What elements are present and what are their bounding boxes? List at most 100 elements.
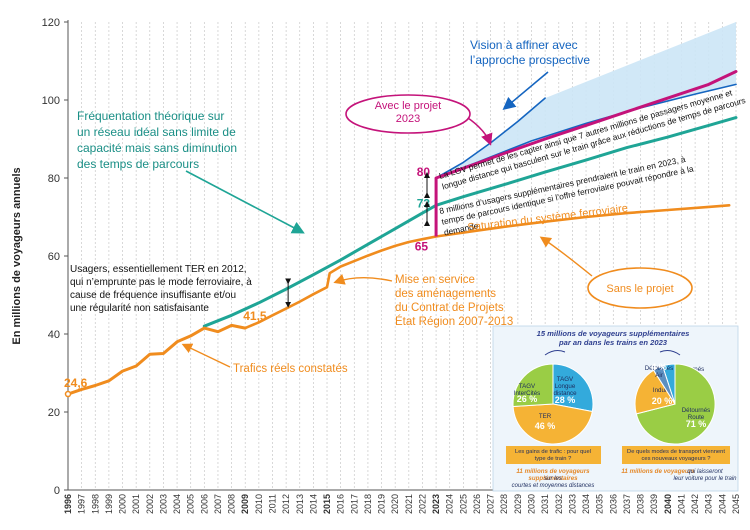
pie-right-question: De quels modes de transport viennent ces …	[627, 449, 725, 462]
x-tick-label: 2023	[431, 494, 441, 514]
y-tick-label: 100	[42, 95, 60, 107]
x-tick-label: 2014	[308, 494, 318, 514]
pie-left-slice-value: 26 %	[517, 394, 538, 404]
trafics-reels-arrow	[181, 343, 231, 368]
annotation-usagers-ter: Usagers, essentiellement TER en 2012, qui…	[70, 264, 252, 314]
x-tick-label: 1998	[90, 494, 100, 514]
x-tick-label: 2002	[145, 494, 155, 514]
x-tick-label: 2020	[390, 494, 400, 514]
x-tick-label: 2030	[527, 494, 537, 514]
pie-right-caption-rest: qui laisseront leur voiture pour le train	[673, 469, 737, 482]
x-tick-label: 2013	[295, 494, 305, 514]
x-tick-label: 2025	[458, 494, 468, 514]
x-tick-label: 2024	[445, 494, 455, 514]
x-tick-label: 2018	[363, 494, 373, 514]
point-label: 65	[415, 240, 429, 254]
inset-connector-left	[544, 350, 566, 356]
x-tick-label: 2041	[676, 494, 686, 514]
x-tick-label: 2007	[213, 494, 223, 514]
avec-projet-arrow	[467, 117, 493, 146]
series-avec-projet	[434, 70, 738, 180]
mise-en-service-arrow	[333, 274, 393, 285]
prospective-area-layer	[436, 22, 736, 178]
point-label: 41,5	[243, 309, 267, 323]
x-tick-label: 2001	[131, 494, 141, 514]
pie-right-slice	[652, 365, 676, 405]
prospective-area	[436, 22, 736, 178]
pie-left-slice-label: TER	[539, 413, 552, 420]
x-tick-label: 2009	[240, 494, 250, 514]
pie-left-slice	[512, 403, 593, 445]
x-tick-label: 2022	[417, 494, 427, 514]
x-tick-label: 2012	[281, 494, 291, 514]
x-tick-label: 2006	[199, 494, 209, 514]
annotation-vision: Vision à affiner avec l’approche prospect…	[470, 38, 590, 67]
x-tick-label: 1997	[77, 494, 87, 514]
inset-title: 15 millions de voyageurs supplémentaires…	[537, 329, 690, 347]
annotation-sans-projet: Sans le projet	[606, 283, 673, 295]
inset-layer: 15 millions de voyageurs supplémentaires…	[492, 325, 739, 492]
x-tick-label: 2036	[608, 494, 618, 514]
x-tick-label: 2019	[377, 494, 387, 514]
pie-right-slice-value: 20 %	[652, 396, 673, 406]
start-point	[64, 390, 72, 398]
pie-right-slice	[634, 369, 676, 415]
sans-projet-bubble	[587, 267, 693, 309]
x-tick-label: 2040	[663, 494, 673, 514]
pie-right-slice	[635, 363, 716, 445]
pie-left-slice	[552, 363, 594, 413]
pie-right-slice-value: 71 %	[686, 419, 707, 429]
pie-left-caption-em: 11 millions de voyageurs supplémentaires	[516, 468, 590, 482]
x-tick-label: 2004	[172, 494, 182, 514]
pie-left-slice-label: TAGV InterCités	[514, 383, 540, 397]
series-sans-projet	[243, 204, 731, 330]
x-tick-label: 2031	[540, 494, 550, 514]
x-tick-label: 2044	[717, 494, 727, 514]
pie-left-slice	[512, 363, 554, 408]
x-tick-label: 2034	[581, 494, 591, 514]
series-actual	[66, 323, 247, 396]
inset-connector-right	[659, 350, 681, 356]
x-tick-label: 2038	[636, 494, 646, 514]
annotation-trafics-reels: Trafics réels constatés	[233, 363, 348, 375]
x-tick-label: 2033	[567, 494, 577, 514]
x-tick-label: 2011	[267, 494, 277, 513]
x-tick-label: 2008	[227, 494, 237, 514]
x-tick-label: 2015	[322, 494, 332, 514]
y-tick-label: 40	[48, 329, 60, 341]
x-tick-label: 2005	[186, 494, 196, 514]
pie-right-caption-em: 11 millions de voyageurs	[621, 468, 695, 475]
pie-left-question: Les gains de trafic : pour quel type de t…	[515, 449, 591, 462]
point-label: 24,6	[64, 376, 88, 390]
x-tick-label: 2003	[158, 494, 168, 514]
x-tick-label: 2037	[622, 494, 632, 514]
pie-left-slice-value: 28 %	[555, 395, 576, 405]
x-tick-label: 1999	[104, 494, 114, 514]
point-label: 80	[417, 165, 431, 179]
y-tick-label: 0	[54, 485, 60, 497]
pie-right-slice-value: 4 %	[651, 362, 667, 372]
pie-right-slice-label: Induits	[653, 387, 671, 394]
x-tick-label: 2026	[472, 494, 482, 514]
pie-right-slice-label: Détournés Route	[682, 407, 711, 421]
y-tick-label: 60	[48, 251, 60, 263]
pie-right-question-box	[622, 446, 730, 464]
y-tick-label: 20	[48, 407, 60, 419]
x-tick-label: 2042	[690, 494, 700, 514]
x-tick-label: 2032	[554, 494, 564, 514]
x-tick-label: 2039	[649, 494, 659, 514]
y-axis-title: En millions de voyageurs annuels	[11, 167, 23, 344]
x-tick-label: 2045	[731, 494, 741, 514]
annotation-theorique: Fréquentation théorique sur un réseau idé…	[77, 109, 237, 171]
annotation-mise-en-service: Mise en service des aménagements du Contra…	[395, 274, 513, 328]
avec-projet-bubble	[345, 94, 471, 134]
x-tick-label: 2021	[404, 494, 414, 514]
point-label: 73	[417, 196, 431, 210]
y-tick-label: 80	[48, 173, 60, 185]
pie-left-caption-rest: sur les courtes et moyennes distances	[512, 476, 595, 489]
y-tick-label: 120	[42, 17, 60, 29]
x-tick-label: 2027	[486, 494, 496, 514]
theorique-arrow	[185, 170, 305, 234]
